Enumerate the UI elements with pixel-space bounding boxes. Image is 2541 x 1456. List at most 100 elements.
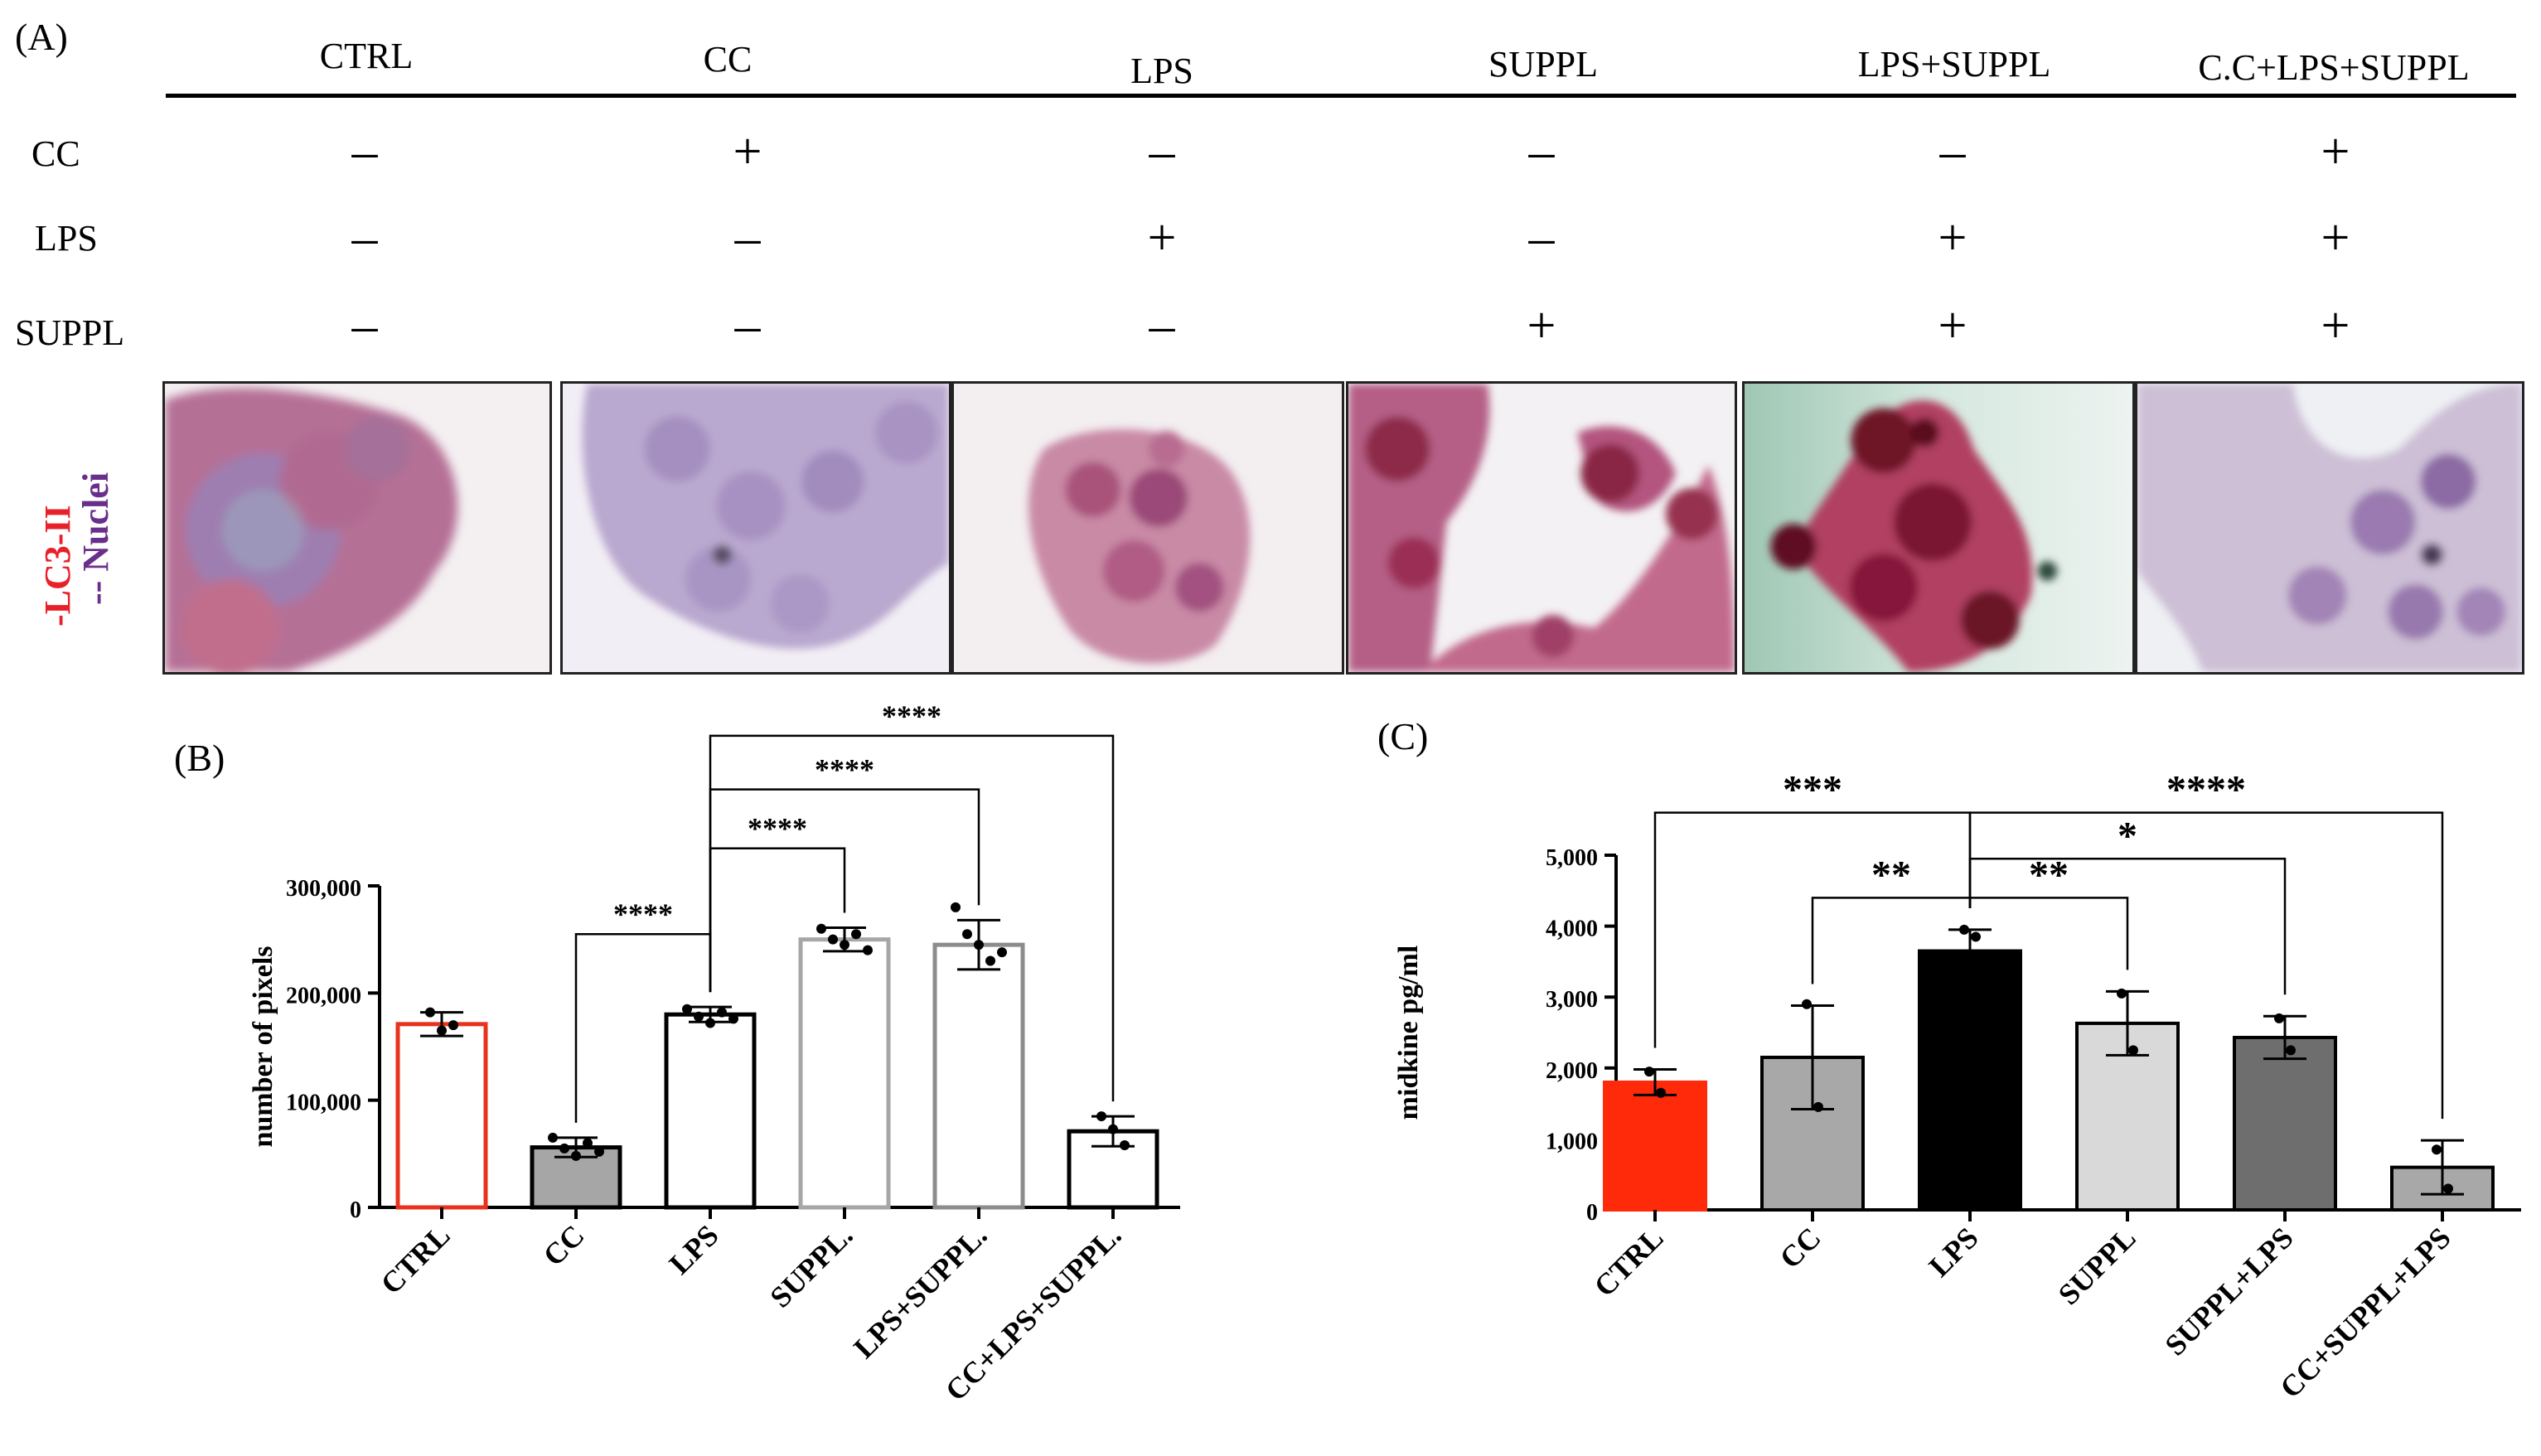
sign-lps-4: + [1938, 210, 1967, 266]
data-point [1108, 1124, 1118, 1134]
y-axis-label: midkine pg/ml [1393, 946, 1424, 1120]
y-tick-label: 1,000 [1546, 1129, 1598, 1154]
bar-ctrl [395, 1022, 488, 1210]
significance-stars: **** [815, 753, 874, 786]
row-label-cc: CC [31, 133, 80, 174]
sign-cc-2: – [1149, 123, 1175, 180]
chart-c-midkine: 0 1,000 2,000 3,000 4,000 5,000 midkine pg/ml C… [1393, 768, 2521, 1405]
data-point [2432, 1144, 2442, 1155]
data-point [828, 934, 838, 945]
data-point [448, 1020, 458, 1031]
sign-suppl-0: – [351, 297, 378, 354]
data-point [1120, 1139, 1130, 1150]
significance-stars: * [2118, 814, 2137, 858]
data-point [2274, 1013, 2284, 1023]
significance-stars: **** [613, 897, 673, 931]
x-tick-label-lps-suppl-: LPS+SUPPL. [847, 1218, 993, 1364]
data-point [571, 1150, 581, 1161]
data-point [548, 1132, 558, 1143]
data-point [1959, 924, 1969, 935]
y-tick-label: 0 [1586, 1200, 1598, 1226]
data-point [1802, 999, 1812, 1009]
y-tick-label: 3,000 [1546, 987, 1598, 1013]
micrograph-lps-suppl [1742, 381, 2135, 675]
data-point [997, 947, 1007, 958]
data-point [1813, 1101, 1823, 1112]
x-tick-label-suppl: SUPPL [2052, 1221, 2142, 1311]
data-point [682, 1004, 692, 1014]
y-axis-label: number of pixels [248, 946, 278, 1147]
sign-cc-5: + [2321, 123, 2350, 180]
sign-cc-1: + [733, 123, 762, 180]
data-point [705, 1018, 715, 1028]
sign-lps-2: + [1147, 210, 1177, 266]
panel-a-label: (A) [15, 16, 68, 58]
sign-cc-3: – [1528, 123, 1555, 180]
significance-bracket [1968, 811, 2444, 1120]
data-point [840, 940, 849, 951]
data-point [1644, 1067, 1654, 1077]
x-tick-label-ctrl: CTRL [1588, 1221, 1670, 1303]
y-tick-label: 2,000 [1546, 1058, 1598, 1084]
sign-lps-3: – [1528, 210, 1555, 266]
data-point [1096, 1111, 1106, 1122]
data-point [962, 929, 972, 940]
row-label-lps: LPS [35, 218, 98, 259]
bar-ctrl [1603, 1080, 1707, 1212]
sign-suppl-3: + [1527, 297, 1556, 354]
data-point [694, 1011, 704, 1022]
micrograph-cc [560, 381, 951, 675]
data-point [437, 1025, 447, 1036]
x-tick-label-ctrl: CTRL [375, 1218, 457, 1300]
significance-stars: ** [2029, 853, 2069, 897]
sign-lps-5: + [2321, 210, 2350, 266]
col-header-suppl: SUPPL [1488, 44, 1599, 85]
significance-bracket [709, 734, 1115, 1102]
data-point [851, 929, 861, 940]
data-point [2117, 988, 2127, 999]
bar-suppl- [798, 937, 891, 1210]
y-tick-label: 0 [350, 1197, 361, 1223]
col-header-cc-lps-suppl: C.C+LPS+SUPPL [2198, 47, 2470, 88]
stain-label-lc3: -LC3-II [37, 505, 78, 626]
significance-stars: ** [1871, 853, 1911, 897]
bar-lps [664, 1012, 757, 1210]
col-header-lps: LPS [1130, 51, 1193, 91]
data-point [728, 1013, 738, 1024]
x-tick-label-cc: CC [1774, 1221, 1827, 1275]
stain-label-nuclei: -- Nuclei [75, 472, 116, 605]
x-tick-label-cc: CC [537, 1218, 591, 1272]
micrograph-lps [951, 381, 1344, 675]
col-header-cc: CC [703, 39, 753, 80]
sign-suppl-2: – [1149, 297, 1175, 354]
micrograph-ctrl [162, 381, 552, 675]
data-point [863, 945, 873, 955]
data-point [425, 1007, 435, 1018]
panel-c-label: (C) [1377, 715, 1429, 757]
data-point [2286, 1045, 2296, 1056]
bar-lps [1918, 949, 2022, 1212]
significance-stars: **** [748, 812, 807, 845]
col-header-lps-suppl: LPS+SUPPL [1857, 44, 2051, 85]
significance-stars: **** [882, 699, 941, 733]
col-header-ctrl: CTRL [319, 36, 414, 76]
sign-suppl-1: – [734, 297, 761, 354]
data-point [717, 1007, 727, 1018]
sign-cc-4: – [1939, 123, 1966, 180]
data-point [583, 1138, 593, 1149]
x-tick-label-suppl-: SUPPL. [763, 1218, 859, 1313]
data-point [985, 955, 995, 966]
panel-b-label: (B) [174, 737, 225, 779]
micrograph-suppl [1346, 381, 1737, 675]
significance-stars: **** [2166, 768, 2246, 812]
y-tick-label: 100,000 [286, 1091, 361, 1116]
y-tick-label: 200,000 [286, 983, 361, 1009]
data-point [816, 923, 826, 934]
y-tick-label: 5,000 [1546, 845, 1598, 871]
y-tick-label: 300,000 [286, 876, 361, 902]
bar-lps-suppl- [932, 942, 1025, 1210]
sign-cc-0: – [351, 123, 378, 180]
data-point [1656, 1087, 1666, 1098]
data-point [2443, 1183, 2453, 1194]
x-tick-label-cc-suppl-lps: CC+SUPPL+LPS [2273, 1221, 2456, 1404]
